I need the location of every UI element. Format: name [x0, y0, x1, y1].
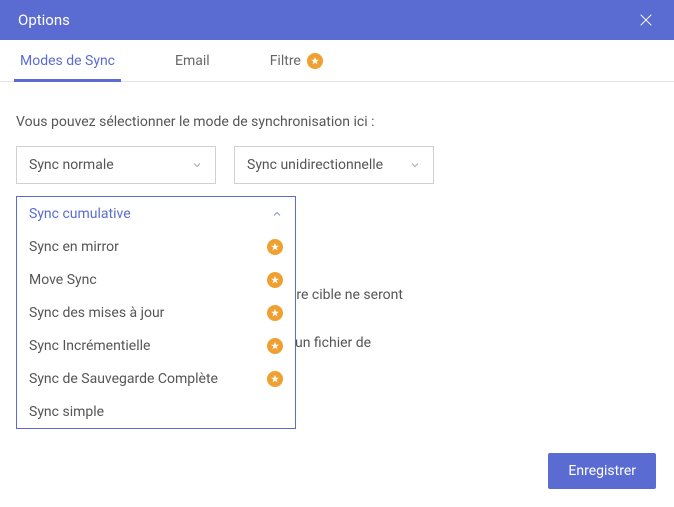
footer: Enregistrer [548, 453, 656, 489]
tab-label: Modes de Sync [20, 53, 115, 69]
dropdown-item-label: Move Sync [29, 272, 97, 288]
sync-mode-select[interactable]: Sync normale [16, 146, 216, 184]
dropdown-option[interactable]: Move Sync [17, 263, 295, 296]
selects-row: Sync normale Sync unidirectionnelle [16, 146, 658, 184]
save-button[interactable]: Enregistrer [548, 453, 656, 489]
dropdown-item-label: Sync simple [29, 404, 104, 420]
star-icon [267, 272, 283, 288]
dropdown-option[interactable]: Sync des mises à jour [17, 296, 295, 329]
chevron-down-icon [409, 159, 421, 171]
star-icon [267, 371, 283, 387]
dialog-header: Options [0, 0, 674, 40]
tab-email[interactable]: Email [165, 40, 220, 81]
tab-bar: Modes de Sync Email Filtre [0, 40, 674, 82]
star-icon [267, 305, 283, 321]
close-icon[interactable] [636, 10, 656, 30]
dropdown-option[interactable]: Sync Incrémentielle [17, 329, 295, 362]
dropdown-item-label: Sync cumulative [29, 206, 131, 222]
chevron-up-icon [271, 208, 283, 220]
sync-mode-dropdown: Sync cumulative Sync en mirror Move Sync… [16, 196, 296, 429]
tab-label: Filtre [270, 53, 301, 69]
star-icon [267, 338, 283, 354]
select-value: Sync unidirectionnelle [247, 157, 383, 173]
dialog-title: Options [18, 11, 70, 29]
dropdown-item-label: Sync Incrémentielle [29, 338, 150, 354]
dropdown-item-label: Sync en mirror [29, 239, 119, 255]
star-icon [267, 239, 283, 255]
tab-sync-modes[interactable]: Modes de Sync [10, 40, 125, 81]
select-value: Sync normale [29, 157, 114, 173]
star-icon [307, 53, 323, 69]
dropdown-item-label: Sync de Sauvegarde Complète [29, 371, 218, 387]
tab-label: Email [175, 53, 210, 69]
dropdown-option[interactable]: Sync de Sauvegarde Complète [17, 362, 295, 395]
tab-filter[interactable]: Filtre [260, 40, 333, 81]
dropdown-selected[interactable]: Sync cumulative [17, 197, 295, 230]
intro-text: Vous pouvez sélectionner le mode de sync… [16, 114, 658, 130]
dropdown-option[interactable]: Sync simple [17, 395, 295, 428]
dropdown-item-label: Sync des mises à jour [29, 305, 164, 321]
chevron-down-icon [191, 159, 203, 171]
dropdown-option[interactable]: Sync en mirror [17, 230, 295, 263]
content-area: Vous pouvez sélectionner le mode de sync… [0, 82, 674, 396]
sync-direction-select[interactable]: Sync unidirectionnelle [234, 146, 434, 184]
